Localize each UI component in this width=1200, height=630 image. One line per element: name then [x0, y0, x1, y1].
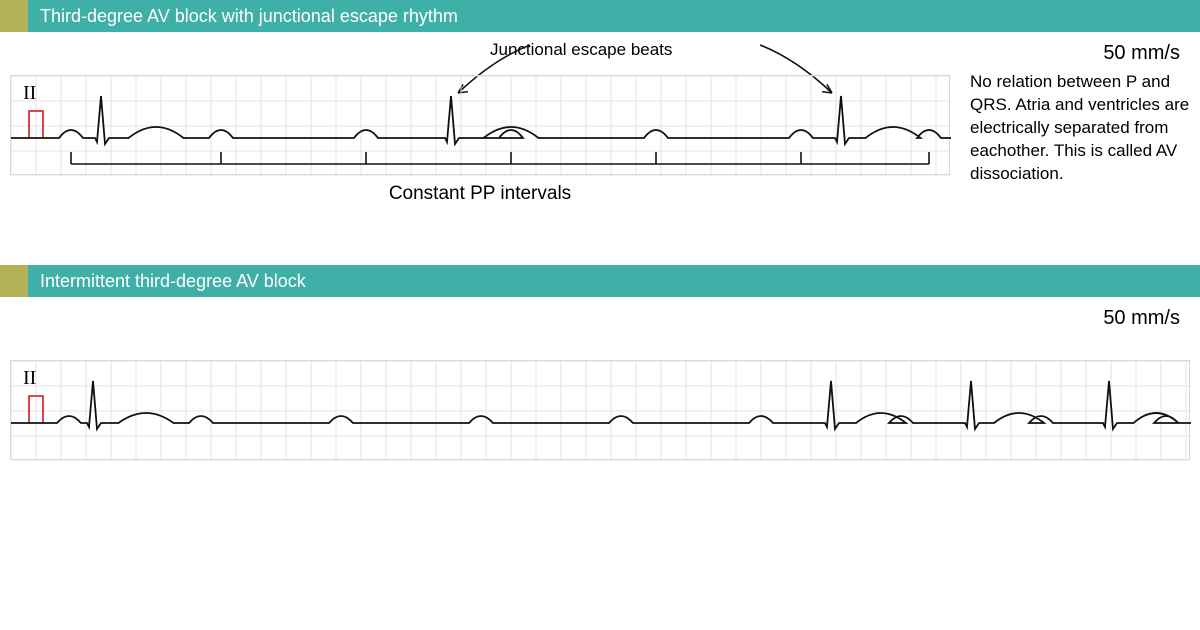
section2-title: Intermittent third-degree AV block	[28, 265, 1200, 297]
section2-rate: 50 mm/s	[0, 307, 1200, 330]
side-annotation-text: No relation between P and QRS. Atria and…	[970, 72, 1189, 183]
header-accent-2	[0, 265, 28, 297]
pp-intervals-label: Constant PP intervals	[10, 183, 950, 205]
section1-title-text: Third-degree AV block with junctional es…	[40, 6, 458, 27]
ecg-section-1: Junctional escape beats II No relation b…	[10, 75, 1200, 205]
section1-header: Third-degree AV block with junctional es…	[0, 0, 1200, 32]
side-annotation: No relation between P and QRS. Atria and…	[970, 71, 1200, 186]
ecg-trace-1	[11, 76, 951, 176]
lead-label-1: II	[23, 82, 36, 105]
ecg-grid-2: II	[10, 360, 1190, 460]
lead-label-2: II	[23, 367, 36, 390]
section1-title: Third-degree AV block with junctional es…	[28, 0, 1200, 32]
section2-header: Intermittent third-degree AV block	[0, 265, 1200, 297]
ecg-section-2: II	[10, 360, 1200, 460]
ecg-trace-2	[11, 361, 1191, 461]
section2-title-text: Intermittent third-degree AV block	[40, 271, 306, 292]
ecg-grid-1: II	[10, 75, 950, 175]
header-accent	[0, 0, 28, 32]
